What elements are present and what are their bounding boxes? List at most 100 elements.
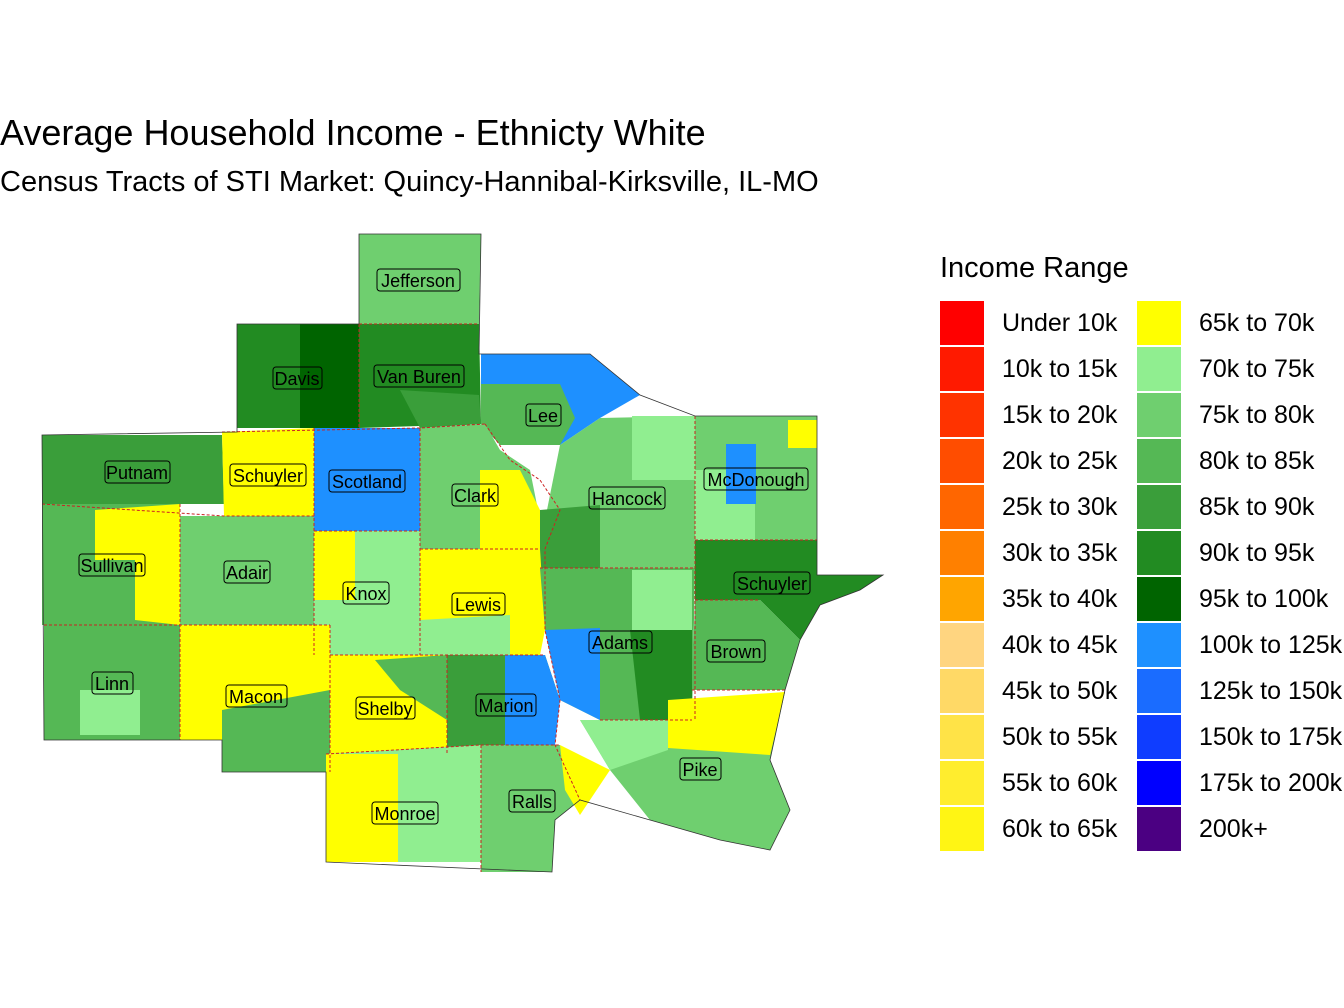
legend-item: 25k to 30k	[940, 485, 1117, 529]
legend-label: 20k to 25k	[1002, 446, 1118, 475]
legend-label: 45k to 50k	[1002, 676, 1118, 705]
county-borders	[41, 323, 817, 872]
legend-label: 70k to 75k	[1199, 354, 1315, 383]
legend-swatch	[1137, 807, 1181, 851]
legend-label: 75k to 80k	[1199, 400, 1315, 429]
county-labels: Jefferson Davis Van Buren Lee Putnam Sch…	[78, 268, 811, 825]
legend-item: 100k to 125k	[1137, 623, 1342, 667]
tract-clark-e	[480, 470, 545, 549]
legend-label: 15k to 20k	[1002, 400, 1118, 429]
label-schuyler-mo: Schuyler	[229, 463, 307, 487]
legend-item: Under 10k	[940, 301, 1117, 345]
legend-label: 40k to 45k	[1002, 630, 1118, 659]
county-adair	[180, 516, 314, 625]
county-label: Schuyler	[737, 574, 807, 594]
county-ralls	[481, 745, 580, 872]
county-label: Marion	[478, 696, 533, 716]
legend-label: 60k to 65k	[1002, 814, 1118, 843]
county-label: Macon	[229, 687, 283, 707]
legend-swatch	[940, 301, 984, 345]
tract-hancock-sw	[540, 505, 600, 568]
county-label: Adair	[226, 563, 268, 583]
county-putnam	[42, 435, 224, 504]
legend-swatch	[940, 393, 984, 437]
tract-pike-w	[580, 720, 668, 770]
county-label: Jefferson	[381, 271, 455, 291]
legend-swatch	[940, 439, 984, 483]
legend-label: 10k to 15k	[1002, 354, 1118, 383]
legend-item: 10k to 15k	[940, 347, 1117, 391]
legend-item: 45k to 50k	[940, 669, 1117, 713]
legend-label: Under 10k	[1002, 308, 1118, 337]
county-shapes	[42, 234, 883, 872]
label-mcdonough: McDonough	[703, 467, 809, 491]
legend-swatch	[940, 669, 984, 713]
label-davis: Davis	[272, 366, 323, 390]
label-lee: Lee	[525, 403, 562, 427]
legend-swatch	[1137, 485, 1181, 529]
tract-mcdonough-ne	[788, 420, 817, 448]
legend-label: 150k to 175k	[1199, 722, 1343, 751]
legend-label: 95k to 100k	[1199, 584, 1329, 613]
county-label: Hancock	[592, 489, 663, 509]
label-hancock: Hancock	[588, 486, 666, 510]
county-label: Pike	[682, 760, 717, 780]
tract-davis-east	[300, 324, 359, 428]
legend-item: 70k to 75k	[1137, 347, 1314, 391]
tract-monroe-w	[326, 754, 398, 862]
legend-item: 85k to 90k	[1137, 485, 1314, 529]
county-label: Scotland	[332, 472, 402, 492]
label-sullivan: Sullivan	[78, 553, 146, 577]
county-label: Adams	[592, 633, 648, 653]
legend-swatch	[940, 761, 984, 805]
legend-swatch	[940, 485, 984, 529]
county-label: Knox	[345, 584, 386, 604]
county-schuyler-mo	[222, 428, 314, 516]
tract-shelby-n	[375, 655, 447, 720]
legend-label: 125k to 150k	[1199, 676, 1343, 705]
legend-item: 60k to 65k	[940, 807, 1117, 851]
county-label: Monroe	[374, 804, 435, 824]
tract-ralls-e	[560, 745, 610, 815]
label-clark: Clark	[451, 483, 499, 507]
legend-label: 100k to 125k	[1199, 630, 1343, 659]
legend-swatch	[1137, 715, 1181, 759]
tract-hancock-ne	[632, 416, 695, 480]
label-jefferson: Jefferson	[376, 268, 461, 292]
legend-label: 80k to 85k	[1199, 446, 1315, 475]
legend-label: 25k to 30k	[1002, 492, 1118, 521]
legend-swatch	[940, 347, 984, 391]
tract-marion-e	[505, 655, 560, 745]
legend-swatch	[940, 807, 984, 851]
label-monroe: Monroe	[371, 801, 439, 825]
label-putnam: Putnam	[104, 460, 171, 484]
county-linn	[44, 625, 180, 740]
label-brown: Brown	[706, 639, 766, 663]
county-label: Ralls	[512, 792, 552, 812]
map-subtitle: Census Tracts of STI Market: Quincy-Hann…	[0, 166, 819, 198]
legend-item: 90k to 95k	[1137, 531, 1314, 575]
tract-lee-w	[481, 384, 575, 445]
legend-item: 55k to 60k	[940, 761, 1117, 805]
legend-label: 50k to 55k	[1002, 722, 1118, 751]
legend-item: 30k to 35k	[940, 531, 1117, 575]
legend-item: 95k to 100k	[1137, 577, 1328, 621]
label-macon: Macon	[225, 684, 288, 708]
legend-swatch	[1137, 669, 1181, 713]
county-label: Sullivan	[80, 556, 143, 576]
legend-swatch	[940, 623, 984, 667]
legend-item: 20k to 25k	[940, 439, 1117, 483]
label-knox: Knox	[342, 581, 390, 605]
legend-item: 40k to 45k	[940, 623, 1117, 667]
legend-label: 200k+	[1199, 814, 1268, 843]
legend-label: 175k to 200k	[1199, 768, 1343, 797]
county-label: Lee	[528, 406, 558, 426]
label-pike: Pike	[679, 757, 722, 781]
county-label: Van Buren	[377, 367, 461, 387]
legend-title: Income Range	[940, 252, 1129, 284]
legend-swatch	[940, 531, 984, 575]
legend-item: 35k to 40k	[940, 577, 1117, 621]
label-van-buren: Van Buren	[373, 364, 465, 388]
label-ralls: Ralls	[508, 789, 556, 813]
